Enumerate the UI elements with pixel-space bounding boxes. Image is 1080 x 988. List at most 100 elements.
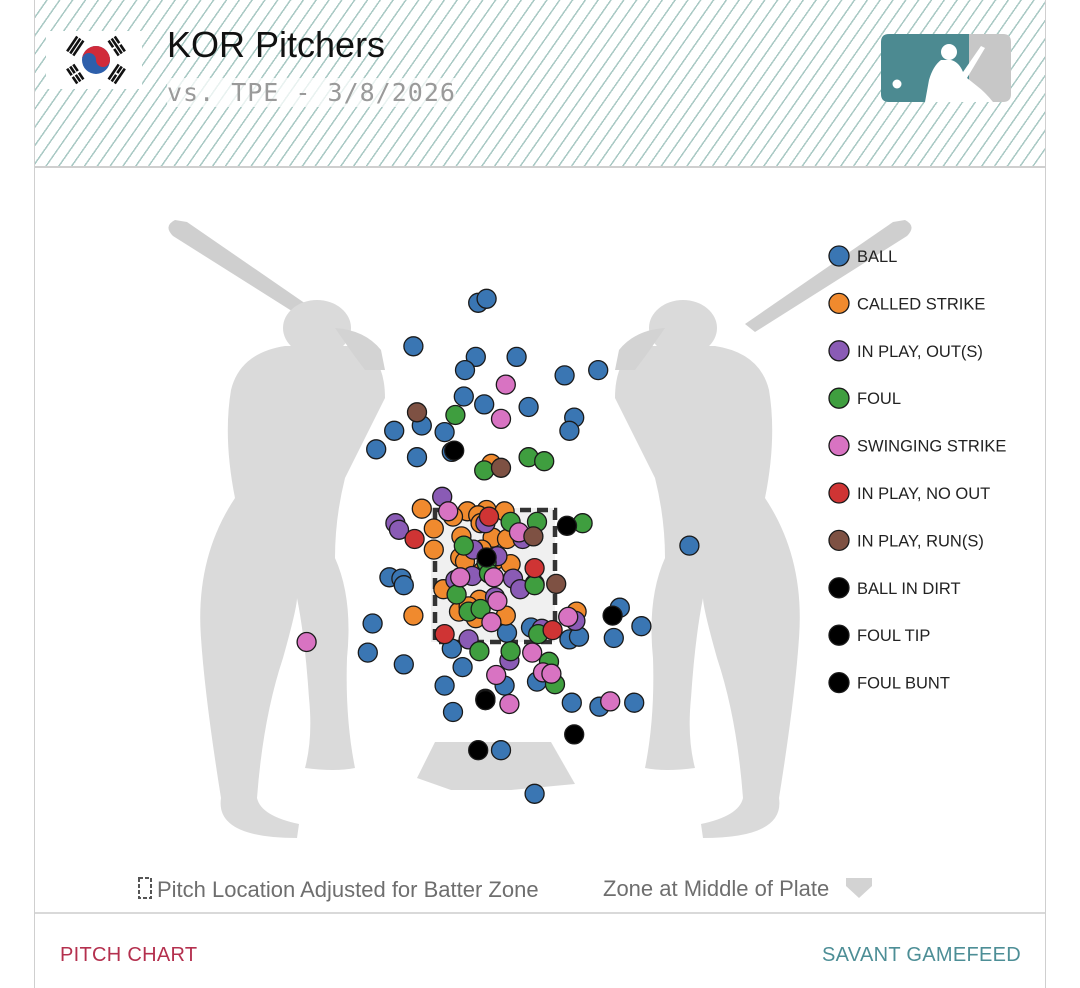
pitch-point-ball[interactable] <box>384 420 405 441</box>
pitch-point-foul[interactable] <box>524 575 545 596</box>
pitch-point-swinging-strike[interactable] <box>438 501 459 522</box>
pitch-point-ball[interactable] <box>490 740 512 761</box>
pitch-point-in-play-no-out[interactable] <box>542 619 563 641</box>
pitch-chart-card: KOR Pitchers vs. TPE - 3/8/2026 <box>34 0 1046 988</box>
chart-header: KOR Pitchers vs. TPE - 3/8/2026 <box>35 0 1045 168</box>
pitch-point-swinging-strike[interactable] <box>296 631 317 653</box>
pitch-point-ball[interactable] <box>506 346 527 368</box>
pitch-point-swinging-strike[interactable] <box>481 612 502 633</box>
pitch-point-foul[interactable] <box>469 641 490 662</box>
pitch-point-ball-in-dirt[interactable] <box>556 515 578 536</box>
south-korea-flag-icon <box>46 31 142 89</box>
pitch-point-ball[interactable] <box>434 675 455 696</box>
pitch-point-ball[interactable] <box>476 288 497 309</box>
pitch-point-called-strike[interactable] <box>411 498 432 519</box>
legend-label-in-play-no-out: IN PLAY, NO OUT <box>857 485 990 503</box>
pitch-point-ball[interactable] <box>603 627 624 649</box>
pitch-point-in-play-run-s[interactable] <box>490 457 512 478</box>
right-batter-silhouette <box>615 220 912 838</box>
pitch-point-in-play-no-out[interactable] <box>434 623 455 645</box>
legend-marker-in-play-out <box>828 340 850 362</box>
pitch-point-foul[interactable] <box>445 404 466 426</box>
pitch-point-in-play-run-s[interactable] <box>523 526 544 547</box>
pitch-point-ball[interactable] <box>554 365 575 386</box>
pitch-point-ball-in-dirt[interactable] <box>444 440 465 461</box>
pitch-point-ball[interactable] <box>559 420 580 441</box>
batter-silhouettes <box>168 220 912 838</box>
pitch-point-ball[interactable] <box>524 783 545 804</box>
pitch-point-ball[interactable] <box>357 642 378 663</box>
legend-label-swinging-strike: SWINGING STRIKE <box>857 438 1006 456</box>
pitch-point-called-strike[interactable] <box>423 539 444 560</box>
legend-marker-called-strike <box>828 292 850 315</box>
legend-marker-foul <box>828 387 850 409</box>
pitch-point-swinging-strike[interactable] <box>522 642 543 663</box>
pitch-point-ball[interactable] <box>393 654 414 675</box>
pitch-point-in-play-run-s[interactable] <box>406 402 428 423</box>
page-subtitle: vs. TPE - 3/8/2026 <box>167 78 456 107</box>
pitch-point-swinging-strike[interactable] <box>600 691 621 712</box>
pitch-point-called-strike[interactable] <box>403 605 424 626</box>
pitch-point-ball[interactable] <box>366 439 387 460</box>
zone-legend-adjusted: Pitch Location Adjusted for Batter Zone <box>137 876 539 903</box>
pitch-point-swinging-strike[interactable] <box>487 590 508 612</box>
pitch-point-ball[interactable] <box>362 613 383 634</box>
pitch-point-ball[interactable] <box>403 336 424 357</box>
home-plate <box>417 742 575 790</box>
pitch-point-ball-in-dirt[interactable] <box>468 740 489 761</box>
mlb-logo-icon <box>881 34 1011 107</box>
pitch-point-in-play-no-out[interactable] <box>404 528 425 550</box>
pitch-point-foul[interactable] <box>534 451 555 472</box>
pitch-point-swinging-strike[interactable] <box>558 606 579 628</box>
pitch-point-swinging-strike[interactable] <box>495 374 516 395</box>
pitch-point-ball-in-dirt[interactable] <box>564 724 585 745</box>
legend-label-called-strike: CALLED STRIKE <box>857 295 985 313</box>
legend-marker-in-play-runs <box>828 529 850 552</box>
pitch-point-foul[interactable] <box>474 460 495 481</box>
pitch-point-ball[interactable] <box>452 656 473 678</box>
legend-label-foul-bunt: FOUL BUNT <box>857 675 950 693</box>
pitch-point-foul[interactable] <box>453 535 474 556</box>
pitch-point-foul-tip[interactable] <box>476 547 497 568</box>
pitch-markers <box>296 288 700 804</box>
savant-gamefeed-link[interactable]: SAVANT GAMEFEED <box>822 944 1021 966</box>
pitch-point-ball-in-dirt[interactable] <box>475 689 496 711</box>
pitch-point-in-play-no-out[interactable] <box>524 557 545 579</box>
pitch-point-ball[interactable] <box>679 535 700 556</box>
pitch-point-in-play-no-out[interactable] <box>478 506 500 527</box>
chart-legend: BALL CALLED STRIKE IN PLAY, OUT(S) FOUL SWIN… <box>828 245 1006 694</box>
pitch-point-in-play-run-s[interactable] <box>546 573 567 595</box>
pitch-point-ball[interactable] <box>393 575 414 596</box>
pitch-point-called-strike[interactable] <box>423 518 444 539</box>
pitch-point-ball[interactable] <box>442 701 464 723</box>
legend-marker-ball-in-dirt <box>828 577 850 599</box>
pitch-point-swinging-strike[interactable] <box>499 693 520 715</box>
legend-label-foul: FOUL <box>857 390 901 408</box>
pitch-point-ball[interactable] <box>454 359 476 381</box>
pitch-point-ball[interactable] <box>561 692 582 713</box>
pitch-point-ball[interactable] <box>465 346 486 368</box>
pitch-point-swinging-strike[interactable] <box>483 567 504 588</box>
pitch-point-ball[interactable] <box>624 692 645 713</box>
dashed-zone-icon <box>138 877 152 899</box>
pitch-location-chart: BALL CALLED STRIKE IN PLAY, OUT(S) FOUL SWIN… <box>168 220 1006 838</box>
pitch-point-foul[interactable] <box>500 641 521 662</box>
legend-marker-swinging-strike <box>828 434 850 457</box>
pitch-point-ball[interactable] <box>453 386 474 407</box>
pitch-point-ball[interactable] <box>588 359 609 381</box>
pitch-point-ball[interactable] <box>518 396 539 418</box>
pitch-point-ball[interactable] <box>474 394 495 415</box>
footer-divider <box>35 912 1045 914</box>
pitch-point-ball[interactable] <box>631 616 652 637</box>
pitch-chart-link[interactable]: PITCH CHART <box>60 944 198 966</box>
pitch-point-ball-in-dirt[interactable] <box>602 605 623 626</box>
pitch-point-foul[interactable] <box>470 598 491 620</box>
pitch-point-foul[interactable] <box>446 584 467 605</box>
pitch-point-swinging-strike[interactable] <box>490 408 512 430</box>
pitch-point-ball[interactable] <box>434 421 455 443</box>
pitch-point-swinging-strike[interactable] <box>541 663 562 684</box>
pitch-point-swinging-strike[interactable] <box>486 664 507 686</box>
pitch-point-in-play-out-s[interactable] <box>388 519 410 540</box>
pitch-point-ball[interactable] <box>406 447 428 468</box>
pitch-point-swinging-strike[interactable] <box>450 567 471 588</box>
